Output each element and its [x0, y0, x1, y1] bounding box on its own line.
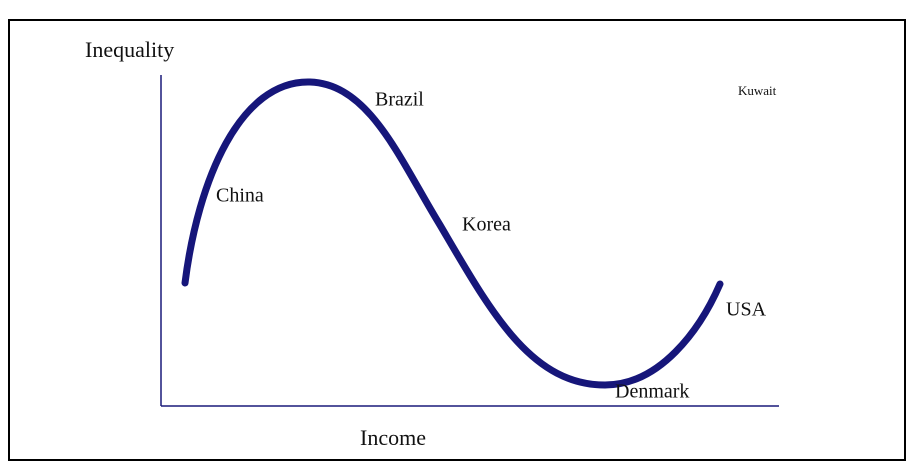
country-label: Brazil [375, 89, 424, 111]
country-label: USA [726, 299, 767, 321]
country-label: Kuwait [738, 83, 777, 98]
country-label: China [216, 185, 264, 207]
country-label: Korea [462, 214, 511, 236]
y-axis-label: Inequality [85, 37, 174, 62]
kuznets-curve [181, 78, 724, 389]
frame [8, 19, 906, 461]
country-label: Denmark [615, 381, 689, 403]
x-axis-label: Income [360, 425, 426, 450]
